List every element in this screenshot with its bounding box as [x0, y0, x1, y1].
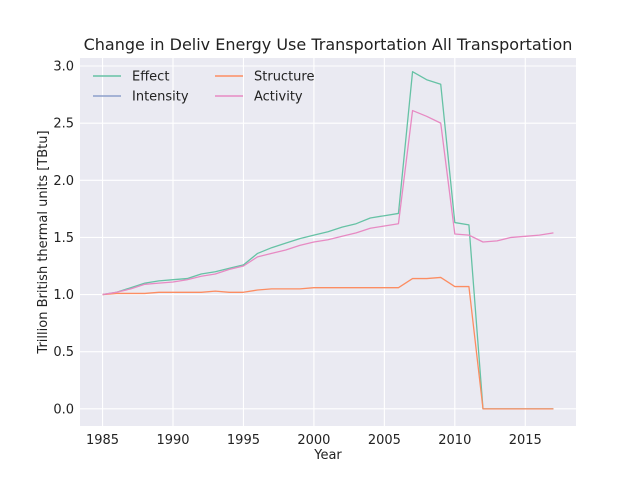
x-tick-label: 2000 [297, 433, 330, 448]
legend: Effect Structure Intensity Activity [93, 70, 314, 105]
series-lines [102, 71, 554, 410]
y-tick-label: 1.5 [53, 231, 74, 246]
series-line-effect [102, 71, 554, 410]
x-tick-label: 2015 [509, 433, 542, 448]
x-tick-label: 2010 [438, 433, 471, 448]
series-line-structure [102, 276, 554, 410]
plot-area [80, 58, 576, 426]
x-tick-label: 1995 [227, 433, 260, 448]
x-tick-label: 1985 [86, 433, 119, 448]
tick-labels: 1985 1990 1995 2000 2005 2010 2015 0.0 0.5 1.0 1.5… [53, 60, 542, 449]
y-tick-label: 1.0 [53, 288, 74, 303]
legend-label-intensity: Intensity [132, 90, 189, 105]
x-tick-label: 2005 [368, 433, 401, 448]
y-tick-label: 0.5 [53, 345, 74, 360]
legend-label-activity: Activity [254, 90, 303, 105]
x-axis-label: Year [313, 448, 342, 463]
x-tick-label: 1990 [156, 433, 189, 448]
y-axis-label: Trillion British thermal units [TBtu] [36, 130, 51, 354]
y-tick-label: 2.5 [53, 117, 74, 132]
series-line-activity [102, 109, 554, 296]
y-tick-label: 3.0 [53, 60, 74, 75]
y-tick-label: 2.0 [53, 174, 74, 189]
grid [80, 58, 576, 426]
chart-title: Change in Deliv Energy Use Transportatio… [84, 35, 573, 54]
legend-label-structure: Structure [254, 70, 314, 85]
y-tick-label: 0.0 [53, 402, 74, 417]
legend-label-effect: Effect [132, 70, 169, 85]
